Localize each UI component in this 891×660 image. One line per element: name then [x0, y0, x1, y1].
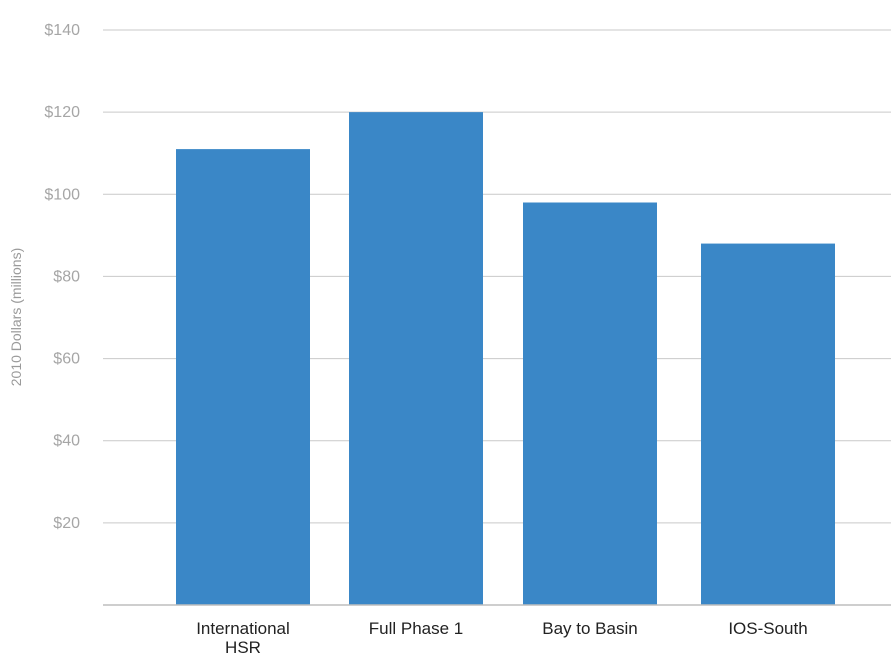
bar — [176, 149, 310, 605]
y-tick-label: $140 — [44, 22, 80, 39]
y-tick-label: $40 — [53, 433, 80, 450]
y-tick-labels: $20 $40 $60 $80 $100 $120 $140 — [44, 22, 80, 532]
bar — [349, 112, 483, 606]
x-tick-labels: International HSR Full Phase 1 Bay to Basin… — [196, 619, 807, 657]
y-tick-label: $20 — [53, 515, 80, 532]
y-tick-label: $100 — [44, 186, 80, 203]
y-tick-label: $60 — [53, 351, 80, 368]
y-tick-label: $80 — [53, 268, 80, 285]
bar — [701, 243, 835, 606]
x-tick-label: IOS-South — [728, 619, 807, 638]
x-tick-label: Full Phase 1 — [369, 619, 464, 638]
bars — [176, 112, 835, 606]
x-tick-label: Bay to Basin — [542, 619, 637, 638]
bar — [523, 202, 657, 605]
y-tick-label: $120 — [44, 104, 80, 121]
x-tick-label: International HSR — [196, 619, 290, 657]
y-axis-title: 2010 Dollars (millions) — [8, 248, 24, 387]
